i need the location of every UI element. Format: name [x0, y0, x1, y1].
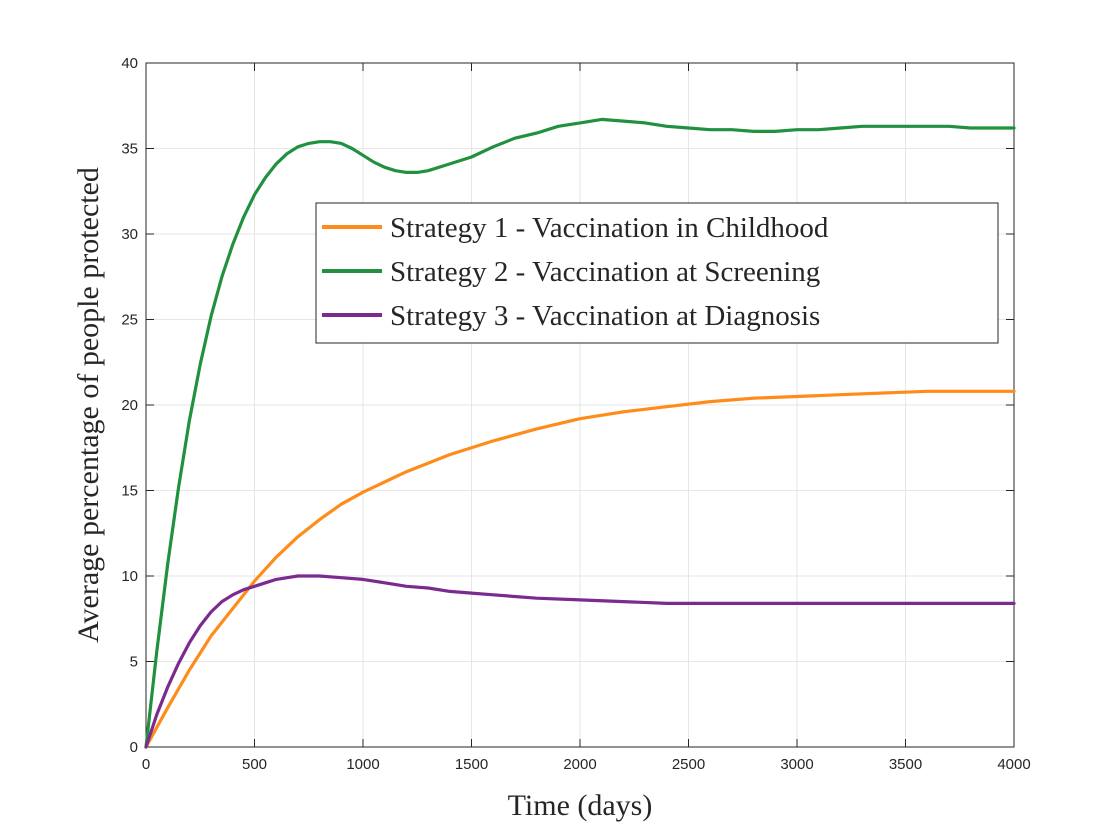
- x-tick-label: 4000: [997, 756, 1030, 773]
- y-axis-title: Average percentage of people protected: [72, 167, 105, 643]
- series-line-strategy-2: [144, 117, 1016, 749]
- x-tick-label: 1000: [346, 756, 379, 773]
- y-tick-label: 0: [130, 739, 138, 756]
- series-line-strategy-1: [144, 389, 1016, 749]
- legend-label-strategy-2: Strategy 2 - Vaccination at Screening: [390, 256, 820, 288]
- y-tick-label: 20: [121, 397, 138, 414]
- legend-label-strategy-3: Strategy 3 - Vaccination at Diagnosis: [390, 300, 820, 332]
- series-line-strategy-3: [144, 574, 1016, 749]
- x-tick-label: 2000: [563, 756, 596, 773]
- y-tick-label: 5: [130, 654, 138, 671]
- x-tick-label: 3000: [780, 756, 813, 773]
- legend: Strategy 1 - Vaccination in Childhood St…: [315, 202, 999, 344]
- y-tick-label: 15: [121, 483, 138, 500]
- y-tick-label: 40: [121, 55, 138, 72]
- y-tick-label: 35: [121, 141, 138, 158]
- x-tick-label: 3500: [889, 756, 922, 773]
- x-tick-label: 2500: [672, 756, 705, 773]
- axis-ticks: 0 500 1000 1500 2000 2500 3000 3500 4000 0 5 10 15 20…: [121, 55, 1030, 773]
- legend-box: [315, 202, 999, 344]
- y-tick-label: 25: [121, 312, 138, 329]
- x-axis-title: Time (days): [508, 789, 653, 822]
- x-tick-label: 1500: [455, 756, 488, 773]
- legend-label-strategy-1: Strategy 1 - Vaccination in Childhood: [390, 212, 829, 244]
- y-tick-label: 30: [121, 226, 138, 243]
- x-tick-label: 0: [142, 756, 150, 773]
- y-tick-label: 10: [121, 568, 138, 585]
- x-tick-label: 500: [242, 756, 267, 773]
- series-lines: [144, 117, 1016, 749]
